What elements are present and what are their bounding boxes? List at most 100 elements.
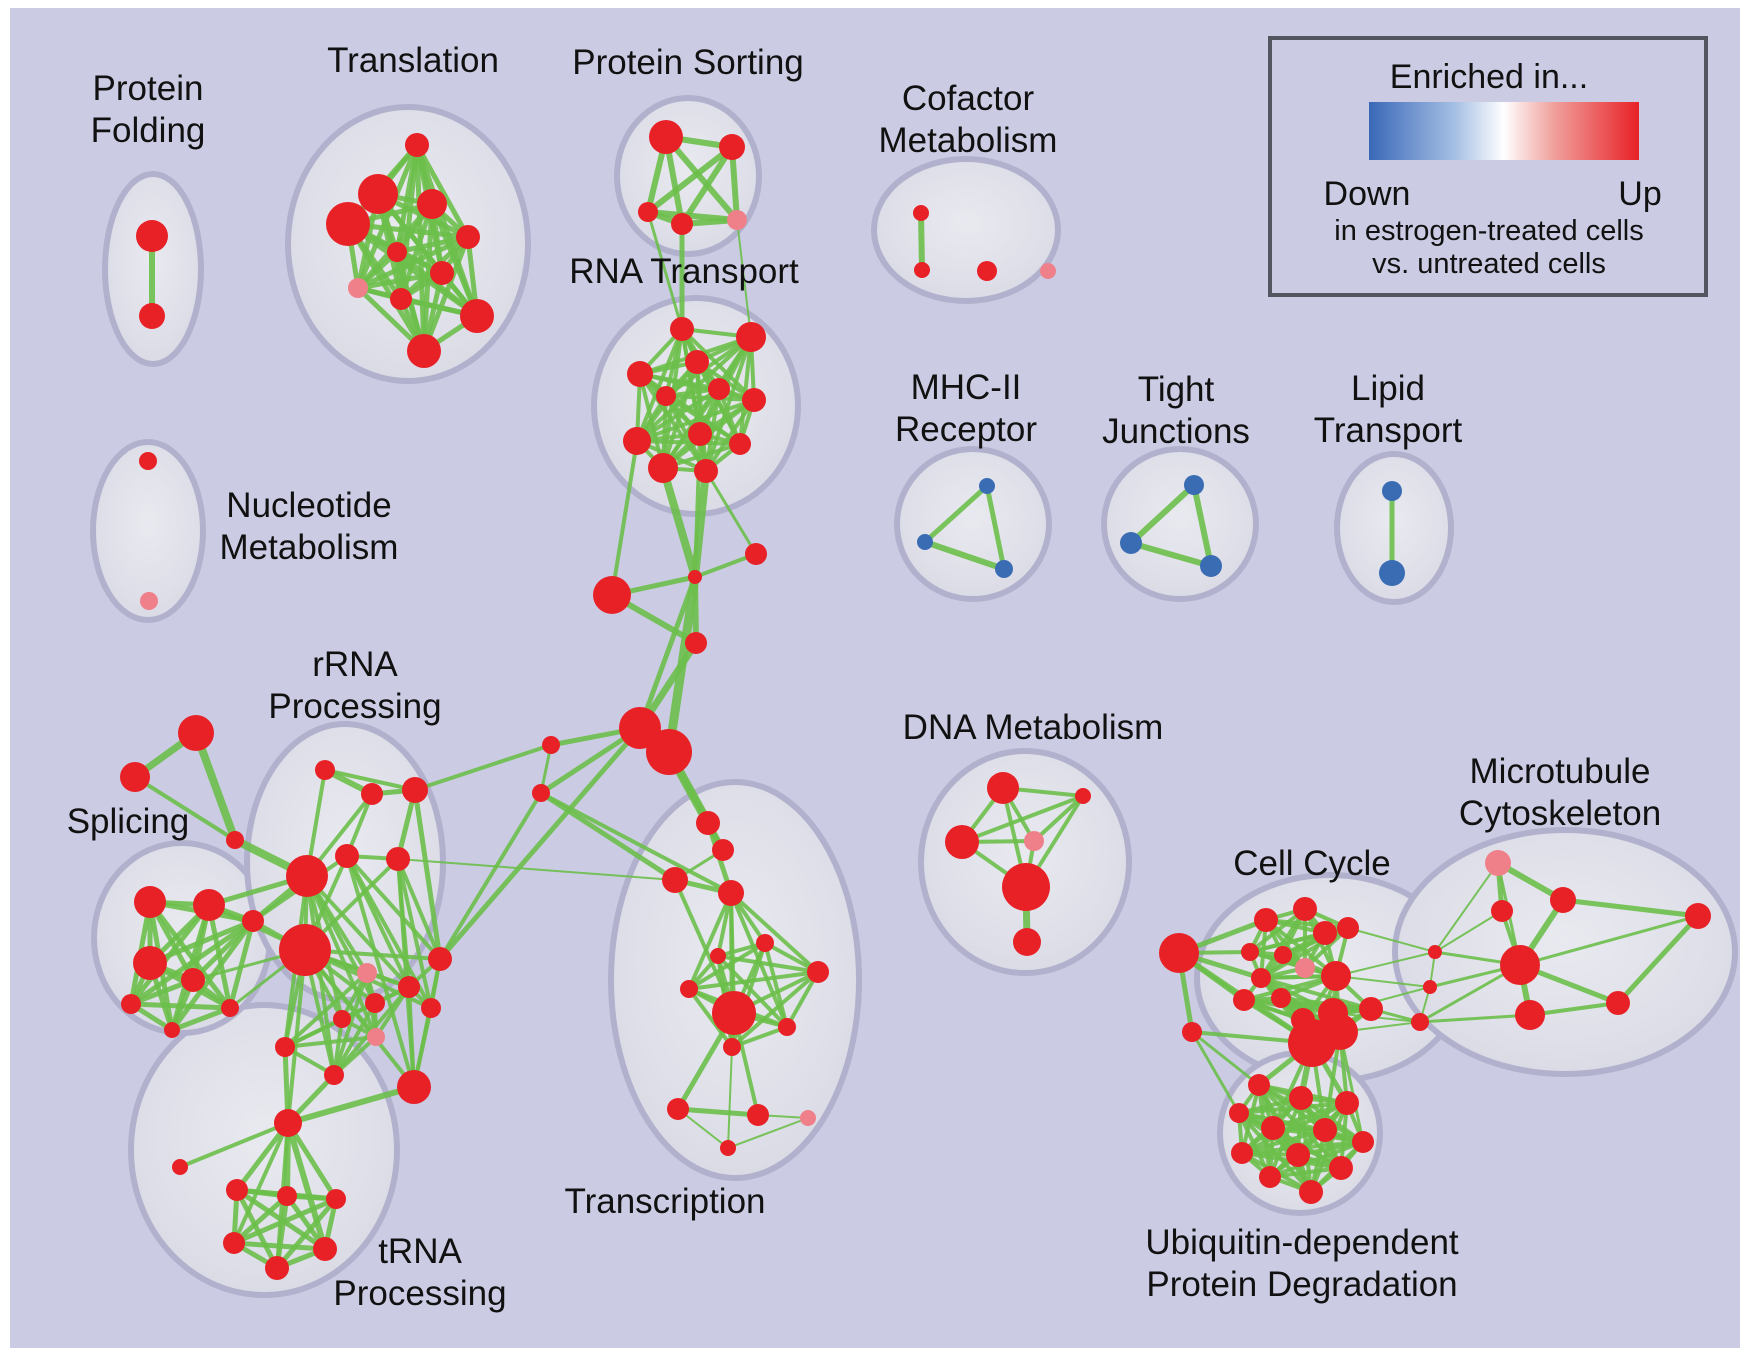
node-rt2 [736,322,766,352]
node-ub3 [1335,1091,1359,1115]
edge-t4-t11 [345,221,427,354]
node-t1 [405,133,429,157]
cluster-label-microtubule-cytoskeleton: Cytoskeleton [1459,794,1661,833]
node-cc2 [1182,1022,1202,1042]
edge-rt10-c2 [659,464,699,581]
edge-tc10-tc11 [730,1025,789,1049]
node-cc11 [1321,961,1351,991]
edge-rt6-rt7 [664,394,756,402]
edge-cc17-ub7 [1338,1030,1365,1144]
cluster-label-nucleotide-metabolism: Metabolism [220,528,399,567]
edge-ps2-ps4 [679,144,735,227]
node-a3 [226,831,244,849]
edge-t1-t5 [414,142,471,240]
node-sp3 [242,910,264,932]
node-rr2 [361,783,383,805]
edge-rr9-rr4 [345,854,442,961]
node-c7 [542,736,560,754]
node-mh1 [979,478,995,494]
node-rr10 [398,976,420,998]
node-ub6 [1313,1118,1337,1142]
edge-tj1-tj3 [1191,482,1214,569]
node-rt9 [623,427,651,455]
node-t9 [390,288,412,310]
edge-x3-mt6 [1418,1013,1532,1024]
edge-rt2-rt11 [704,335,753,473]
node-cc12 [1233,989,1255,1011]
node-tc14 [800,1110,816,1126]
edge-tc15-tc14 [727,1117,809,1149]
cluster-ellipse-nucleotide-metabolism [90,439,206,623]
node-rt4 [685,350,709,374]
node-t10 [460,299,494,333]
node-cc7 [1241,943,1259,961]
cluster-label-ubiquitin-degradation: Ubiquitin-dependent [1145,1223,1459,1262]
edge-rr14-rr16 [283,1035,378,1049]
node-sp1 [134,886,166,918]
node-cc9 [1295,958,1315,978]
node-mt1 [1485,850,1511,876]
node-ub2 [1289,1086,1313,1110]
edge-dm2-dm4 [1032,794,1085,843]
cluster-label-splicing: Splicing [67,802,190,841]
node-cc17 [1322,1014,1358,1050]
node-nm2 [140,592,158,610]
edge-tn6-tn7 [231,1240,328,1252]
cluster-label-dna-metabolism: DNA Metabolism [903,708,1164,747]
node-ub4 [1229,1103,1249,1123]
edge-tj1-tj2 [1128,482,1197,546]
edge-tn1-tn2 [178,1121,290,1169]
edge-ps1-ps5 [663,134,740,223]
node-lt2 [1379,560,1405,586]
edge-rr5-tc3 [397,858,676,881]
edge-tc11-tc15 [727,1046,733,1149]
node-rr15 [397,1070,431,1104]
node-tc9 [712,991,756,1035]
edge-cc10-cc18 [1259,976,1373,1011]
node-rt6 [656,386,676,406]
node-rt11 [694,459,718,483]
node-tc8 [680,980,698,998]
edge-a1-a3 [192,729,239,844]
node-tc7 [807,961,829,983]
edge-sp3-sp7 [227,918,256,1011]
node-layer [120,120,1711,1280]
edge-x1-mt3 [1434,910,1503,953]
cluster-label-nucleotide-metabolism: Nucleotide [226,486,391,525]
node-x2 [1423,980,1437,994]
node-c6 [646,729,692,775]
legend-box [1268,36,1708,297]
edge-t7-t8 [355,270,445,291]
node-cf3 [977,261,997,281]
node-rr12 [421,998,441,1018]
cluster-label-transcription: Transcription [565,1182,766,1221]
node-dm4 [1024,831,1044,851]
node-pf2 [139,303,165,329]
edge-c8-tc3 [538,790,678,883]
node-rt7 [742,388,766,412]
cluster-label-tight-junctions: Tight [1138,370,1215,409]
node-tc11 [723,1038,741,1056]
node-ps3 [638,202,658,222]
node-rr14 [367,1028,385,1046]
cluster-ellipse-tight-junctions [1101,446,1259,602]
node-tn8 [265,1256,289,1280]
node-t7 [430,261,454,285]
cluster-label-lipid-transport: Transport [1314,411,1463,450]
node-sp2 [193,889,225,921]
node-mt5 [1606,991,1630,1015]
node-sp4 [133,946,167,980]
edge-tn3-tn7 [234,1187,328,1252]
edge-tc4-tc8 [687,891,733,991]
node-t3 [417,189,447,219]
edge-c8-rr9 [438,791,543,961]
node-x3 [1411,1013,1429,1031]
edge-tn4-tn6 [231,1193,290,1246]
edge-ub3-ub4 [1237,1101,1349,1115]
edge-mh1-mh2 [922,483,990,545]
edge-rt2-rt9 [635,335,753,443]
node-a1 [178,715,214,751]
node-t6 [387,242,407,262]
node-dm2 [1075,788,1091,804]
node-x1 [1428,945,1442,959]
